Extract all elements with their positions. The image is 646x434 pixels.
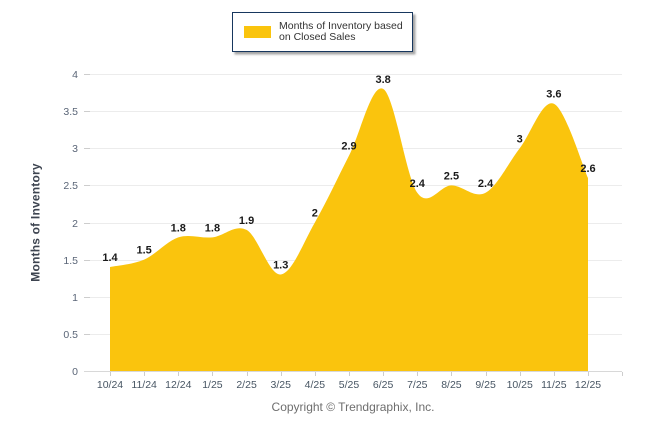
y-axis-title: Months of Inventory bbox=[28, 163, 43, 282]
x-tick-label: 12/25 bbox=[575, 379, 601, 391]
legend-swatch-icon bbox=[244, 26, 271, 38]
point-label: 3 bbox=[517, 133, 523, 145]
x-tick-label: 4/25 bbox=[305, 379, 326, 391]
point-label: 3.6 bbox=[546, 89, 561, 101]
x-tick-label: 6/25 bbox=[373, 379, 394, 391]
x-tick-label: 11/24 bbox=[131, 379, 157, 391]
y-tick-label: 0.5 bbox=[63, 329, 78, 341]
x-tick-label: 3/25 bbox=[270, 379, 291, 391]
x-tick-label: 12/24 bbox=[165, 379, 191, 391]
point-label: 2.4 bbox=[410, 178, 426, 190]
point-label: 1.4 bbox=[102, 252, 118, 264]
point-label: 2.6 bbox=[580, 163, 595, 175]
x-tick-label: 8/25 bbox=[441, 379, 462, 391]
x-tick-label: 1/25 bbox=[202, 379, 223, 391]
y-tick-label: 1.5 bbox=[63, 255, 78, 267]
point-label: 2.5 bbox=[444, 170, 459, 182]
x-tick-label: 7/25 bbox=[407, 379, 428, 391]
point-label: 1.8 bbox=[171, 222, 186, 234]
point-label: 2 bbox=[312, 208, 318, 220]
y-tick-label: 2 bbox=[72, 218, 78, 230]
y-tick-label: 2.5 bbox=[63, 180, 78, 192]
point-label: 1.9 bbox=[239, 215, 254, 227]
point-label: 2.9 bbox=[341, 141, 356, 153]
chart-legend: Months of Inventory based on Closed Sale… bbox=[232, 12, 413, 52]
point-label: 3.8 bbox=[375, 74, 390, 86]
point-label: 2.4 bbox=[478, 178, 494, 190]
x-tick-label: 10/24 bbox=[97, 379, 123, 391]
y-tick-label: 4 bbox=[72, 69, 78, 81]
point-label: 1.8 bbox=[205, 222, 220, 234]
point-label: 1.5 bbox=[136, 245, 151, 257]
y-tick-label: 3.5 bbox=[63, 106, 78, 118]
x-tick-label: 5/25 bbox=[339, 379, 360, 391]
copyright-text: Copyright © Trendgraphix, Inc. bbox=[271, 400, 435, 414]
x-tick-label: 11/25 bbox=[541, 379, 567, 391]
y-tick-label: 0 bbox=[72, 366, 78, 378]
x-tick-label: 9/25 bbox=[475, 379, 496, 391]
point-label: 1.3 bbox=[273, 259, 288, 271]
legend-label: Months of Inventory based on Closed Sale… bbox=[279, 20, 403, 43]
y-tick-label: 3 bbox=[72, 143, 78, 155]
x-tick-label: 10/25 bbox=[507, 379, 533, 391]
area-series bbox=[110, 88, 588, 371]
y-tick-label: 1 bbox=[72, 292, 78, 304]
x-tick-label: 2/25 bbox=[236, 379, 257, 391]
